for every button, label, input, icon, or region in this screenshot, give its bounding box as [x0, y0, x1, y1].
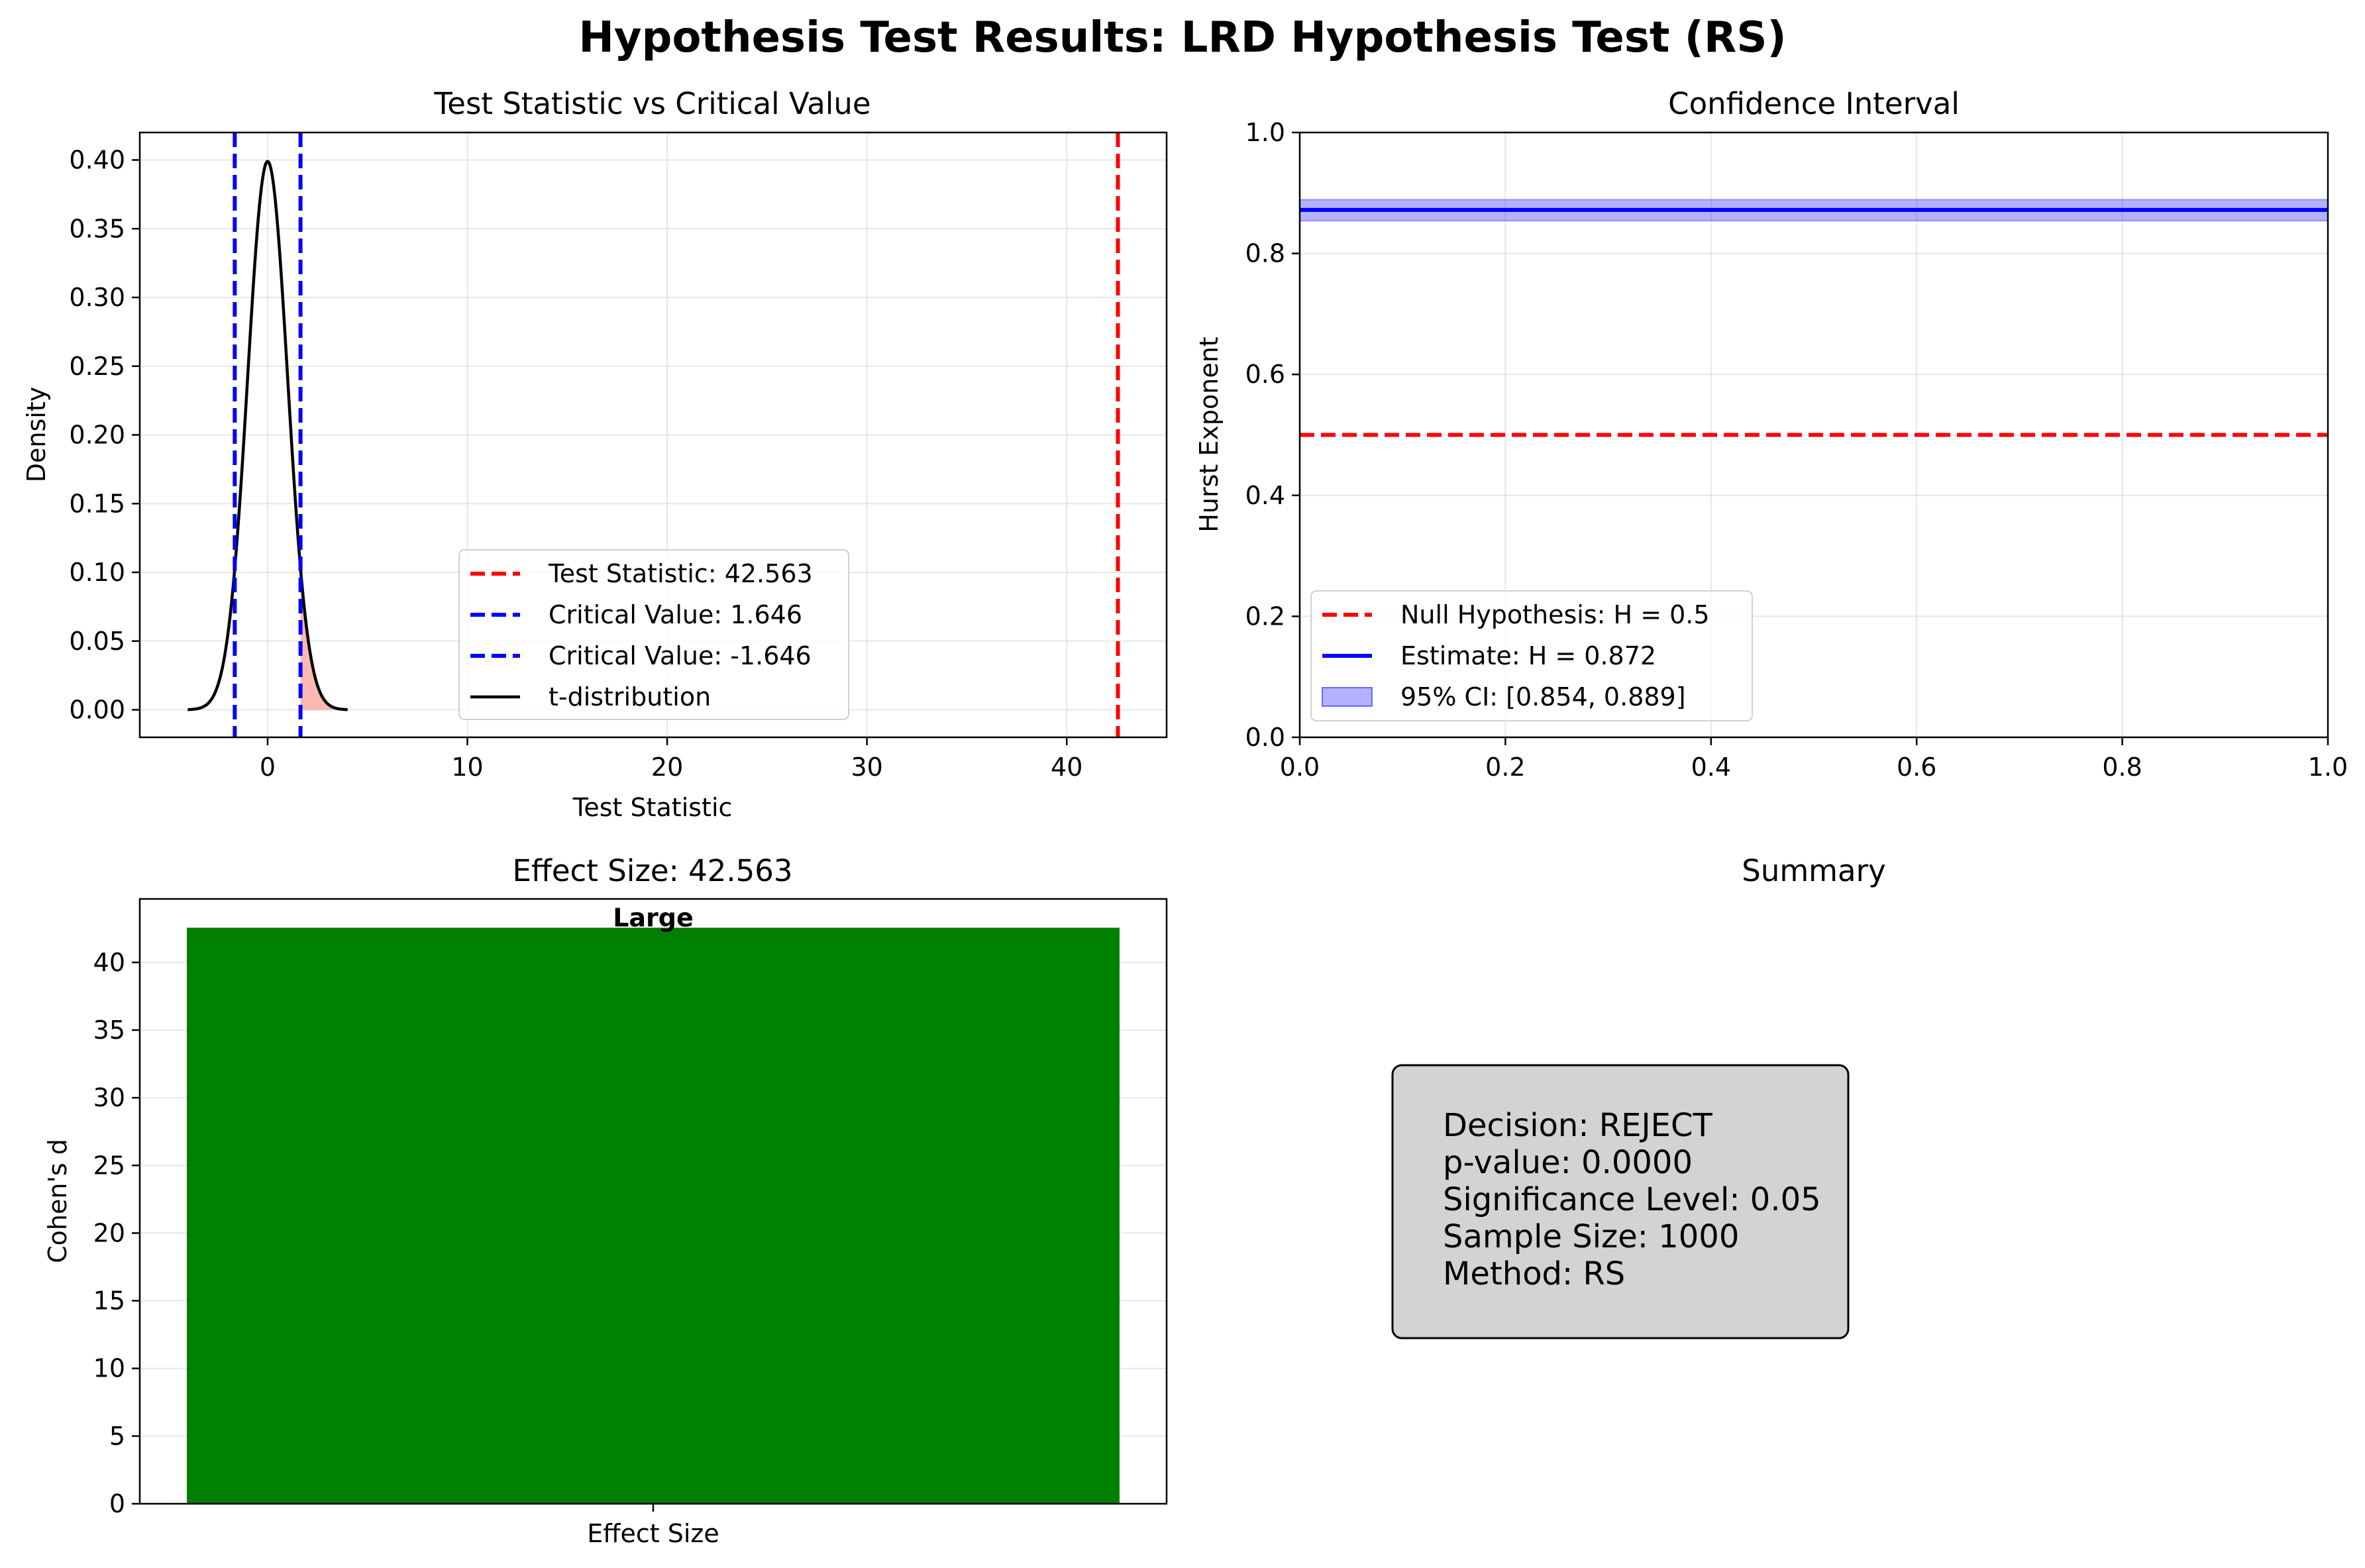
y-tick-label: 10 [93, 1354, 125, 1383]
effect-size-panel: Effect Size: 42.563 Large 0 5 10 15 20 25 30 35… [43, 853, 1168, 1548]
summary-line: Significance Level: 0.05 [1443, 1181, 1821, 1218]
y-tick-label: 0.10 [69, 558, 125, 587]
y-tick-label: 1.0 [1245, 118, 1285, 147]
x-tick-label: 40 [1051, 753, 1082, 782]
summary-panel-title: Summary [1742, 853, 1885, 888]
legend-label: Test Statistic: 42.563 [548, 559, 813, 588]
y-tick-label: 0.30 [69, 283, 125, 312]
x-tick-label: 0.6 [1897, 753, 1936, 782]
figure-title: Hypothesis Test Results: LRD Hypothesis … [578, 13, 1786, 62]
x-tick-label: 10 [451, 753, 483, 782]
y-tick-label: 40 [93, 948, 125, 977]
y-tick-label: 30 [93, 1083, 125, 1112]
y-tick-label: 0.40 [69, 146, 125, 175]
y-tick-label: 0.2 [1245, 601, 1285, 631]
y-tick-label: 5 [109, 1422, 125, 1451]
effect-size-bar [187, 927, 1120, 1504]
y-tick-label: 20 [93, 1218, 125, 1247]
effect-size-panel-title: Effect Size: 42.563 [512, 853, 792, 888]
x-tick-label: 30 [851, 753, 882, 782]
effect-size-y-axis-label: Cohen's d [43, 1139, 72, 1263]
confidence-interval-axes-frame [1298, 131, 2329, 739]
x-tick-label: 0.4 [1691, 753, 1731, 782]
y-tick-label: 0 [109, 1489, 125, 1518]
legend-label: Estimate: H = 0.872 [1400, 641, 1656, 670]
y-tick-label: 0.00 [69, 696, 125, 725]
legend-box [1310, 590, 1753, 721]
test-statistic-y-axis-label: Density [22, 387, 51, 482]
x-tick-label: 0.0 [1280, 753, 1320, 782]
test-statistic-legend: Test Statistic: 42.563 Critical Value: 1.… [458, 549, 849, 720]
x-tick-label: 1.0 [2308, 753, 2348, 782]
legend-swatch [1322, 687, 1373, 707]
summary-line: Sample Size: 1000 [1443, 1218, 1739, 1255]
x-tick-label: 20 [651, 753, 683, 782]
y-tick-label: 0.6 [1245, 360, 1285, 389]
x-tick-label: Effect Size [587, 1519, 719, 1548]
legend-label: Null Hypothesis: H = 0.5 [1400, 600, 1710, 629]
y-tick-label: 25 [93, 1151, 125, 1180]
y-tick-label: 0.20 [69, 421, 125, 450]
y-tick-label: 15 [93, 1286, 125, 1316]
y-tick-label: 0.05 [69, 627, 125, 656]
t-distribution-curve [187, 160, 348, 711]
test-statistic-panel-title: Test Statistic vs Critical Value [433, 86, 870, 121]
y-tick-label: 0.8 [1245, 239, 1285, 268]
confidence-interval-panel: Confidence Interval 0.0 0.2 0.4 0.6 0.8 1.0 0.… [1194, 86, 2348, 782]
legend-box [458, 549, 849, 720]
y-tick-label: 0.35 [69, 214, 125, 243]
effect-size-bar-label: Large [613, 903, 694, 932]
legend-label: Critical Value: 1.646 [549, 600, 802, 629]
y-tick-label: 0.0 [1245, 723, 1285, 752]
confidence-interval-panel-title: Confidence Interval [1668, 86, 1960, 121]
summary-box [1391, 1064, 1850, 1339]
x-tick-label: 0.8 [2102, 753, 2142, 782]
x-tick-label: 0.2 [1485, 753, 1525, 782]
y-tick-label: 0.25 [69, 352, 125, 381]
y-tick-label: 0.15 [69, 489, 125, 518]
legend-label: t-distribution [549, 682, 711, 711]
test-statistic-panel: Test Statistic vs Critical Value 0 10 20 30… [22, 86, 1168, 822]
confidence-interval-y-axis-label: Hurst Exponent [1194, 337, 1224, 532]
y-tick-label: 35 [93, 1016, 125, 1045]
summary-line: p-value: 0.0000 [1443, 1144, 1693, 1181]
y-tick-label: 0.4 [1245, 481, 1285, 510]
rejection-region-shading [300, 568, 348, 710]
confidence-interval-legend: Null Hypothesis: H = 0.5 Estimate: H = 0.… [1310, 590, 1753, 721]
test-statistic-x-axis-label: Test Statistic [572, 793, 733, 822]
summary-line: Decision: REJECT [1443, 1107, 1712, 1144]
summary-line: Method: RS [1443, 1255, 1625, 1292]
legend-label: 95% CI: [0.854, 0.889] [1400, 682, 1686, 711]
x-tick-label: 0 [260, 753, 276, 782]
legend-label: Critical Value: -1.646 [549, 641, 812, 670]
